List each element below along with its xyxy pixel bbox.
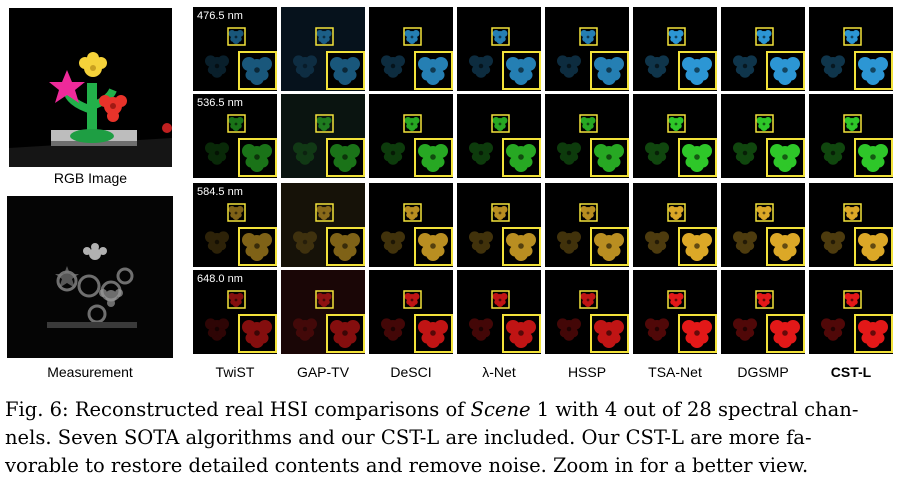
reconstruction-tile [281,183,365,267]
caption-line-1-start: Fig. 6: Reconstructed real HSI compariso… [5,398,471,421]
method-label: CST-L [830,364,872,380]
rgb-image-label: RGB Image [53,170,128,186]
reconstruction-tile [633,7,717,91]
reconstruction-tile [809,270,893,354]
method-label: HSSP [567,364,607,380]
method-label: DGSMP [737,364,789,380]
caption-line-2: nels. Seven SOTA algorithms and our CST-… [5,426,812,449]
method-label: TSA-Net [648,364,702,380]
reconstruction-tile [457,270,541,354]
rgb-image [9,8,172,167]
reconstruction-tile [721,94,805,178]
reconstruction-tile [281,94,365,178]
reconstruction-tile [721,7,805,91]
measurement-label: Measurement [47,364,133,380]
reconstruction-tile [809,183,893,267]
wavelength-label: 584.5 nm [197,186,243,198]
method-label: TwiST [215,364,255,380]
reconstruction-tile: 648.0 nm [193,270,277,354]
reconstruction-tile [633,94,717,178]
reconstruction-tile [369,183,453,267]
caption-line-1-end: 1 with 4 out of 28 spectral chan- [530,398,859,421]
reconstruction-tile: 584.5 nm [193,183,277,267]
method-label: DeSCI [390,364,432,380]
reconstruction-tile [721,183,805,267]
reconstruction-tile [545,270,629,354]
wavelength-label: 648.0 nm [197,273,243,285]
wavelength-label: 536.5 nm [197,97,243,109]
reconstruction-tile [633,270,717,354]
reconstruction-tile [721,270,805,354]
reconstruction-tile: 476.5 nm [193,7,277,91]
reconstruction-tile [281,270,365,354]
method-label: λ-Net [482,364,516,380]
caption-scene-word: Scene [470,398,531,421]
reconstruction-tile: 536.5 nm [193,94,277,178]
method-label: GAP-TV [296,364,350,380]
caption-line-3: vorable to restore detailed contents and… [5,454,809,477]
reconstruction-tile [457,94,541,178]
caption-line-1: Fig. 6: Reconstructed real HSI compariso… [5,396,901,424]
wavelength-label: 476.5 nm [197,10,243,22]
figure-caption: Fig. 6: Reconstructed real HSI compariso… [5,396,901,480]
reconstruction-tile [369,7,453,91]
reconstruction-tile [809,94,893,178]
reconstruction-tile [457,7,541,91]
reconstruction-tile [369,270,453,354]
measurement-image [7,196,173,358]
reconstruction-tile [545,94,629,178]
reconstruction-tile [545,183,629,267]
reconstruction-tile [281,7,365,91]
reconstruction-tile [545,7,629,91]
reconstruction-tile [457,183,541,267]
reconstruction-tile [809,7,893,91]
reconstruction-tile [633,183,717,267]
reconstruction-tile [369,94,453,178]
